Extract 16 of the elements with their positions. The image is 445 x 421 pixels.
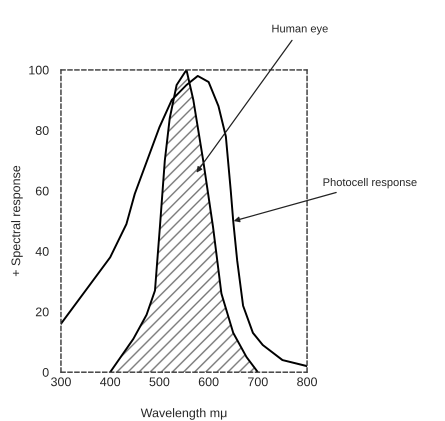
x-tick-label: 300 — [51, 377, 71, 386]
y-tick-label: 80 — [36, 126, 49, 135]
x-axis-title: Wavelength mμ — [140, 408, 226, 420]
y-tick-label: 0 — [42, 368, 49, 377]
x-tick-label: 600 — [198, 377, 219, 386]
x-tick-label: 400 — [100, 377, 120, 386]
y-tick-label: 60 — [36, 186, 49, 196]
y-tick-label: 20 — [36, 308, 49, 316]
x-tick-label: 500 — [149, 377, 170, 386]
y-tick-label: 100 — [29, 66, 49, 75]
text: Human eye — [272, 24, 328, 35]
x-tick-label: 800 — [297, 377, 317, 386]
y-tick-label: 40 — [36, 247, 49, 256]
y-axis-title: + Spectral response — [11, 166, 23, 276]
annotation: Photocell response — [324, 178, 417, 188]
x-tick-label: 700 — [248, 377, 268, 386]
